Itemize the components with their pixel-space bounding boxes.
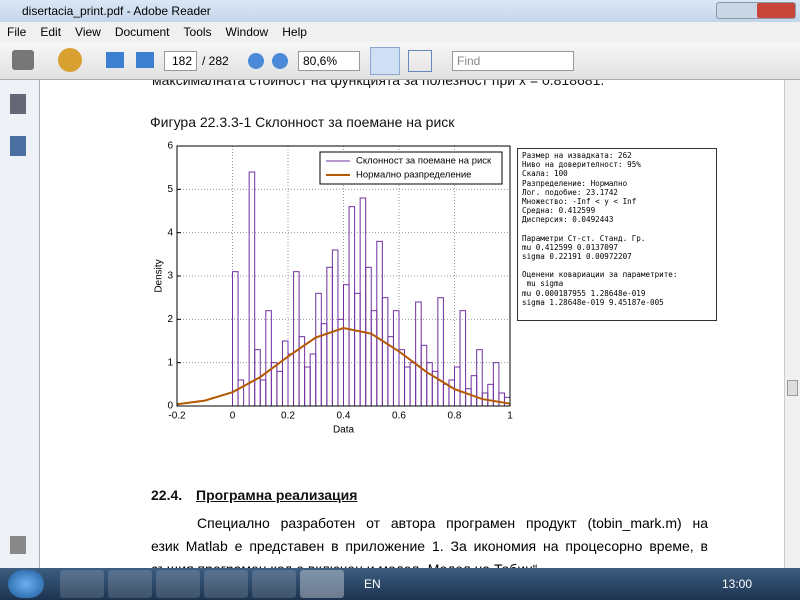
y-tick-label: 6 — [167, 141, 173, 152]
attach-button[interactable] — [10, 536, 26, 554]
legend-box — [319, 151, 503, 185]
stats-line: Средна: 0.412599 — [522, 206, 596, 216]
stats-line: mu 0.000187955 1.28648e-019 — [522, 288, 646, 298]
window-controls[interactable] — [716, 2, 796, 19]
x-tick-label: 0.8 — [448, 411, 462, 422]
taskbar-app[interactable] — [252, 570, 296, 598]
y-tick-label: 0 — [167, 401, 173, 412]
stats-line: sigma 1.28648e-019 9.45187e-005 — [522, 297, 664, 307]
menu-bar: File Edit View Document Tools Window Help — [0, 22, 800, 42]
prev-page-button[interactable] — [106, 52, 124, 68]
fit-width-button[interactable] — [370, 47, 400, 75]
x-tick-label: 0.6 — [392, 411, 406, 422]
x-tick-label: 0.2 — [281, 411, 295, 422]
stats-group: Размер на извадката: 262 Ниво на доверите… — [522, 151, 712, 225]
y-tick-label: 5 — [167, 184, 173, 195]
x-tick-label: 0 — [230, 411, 236, 422]
menu-item[interactable]: Document — [114, 25, 170, 39]
next-page-button[interactable] — [136, 52, 154, 68]
chart: -0.2 0 0.2 0.4 0.6 0.8 10123456DataDensityСкло… — [154, 141, 514, 436]
find-input[interactable]: Find — [452, 51, 574, 71]
y-tick-label: 4 — [167, 227, 173, 238]
close-button[interactable] — [757, 3, 795, 18]
zoom-in[interactable] — [272, 53, 288, 69]
legend-label: Склонност за поемане на риск — [356, 156, 492, 167]
taskbar-ie[interactable] — [60, 570, 104, 598]
section-number: 22.4. — [151, 487, 183, 503]
stats-line: mu 0.412599 0.0137097 — [522, 242, 619, 252]
y-tick-label: 3 — [167, 271, 173, 282]
scroll-thumb[interactable] — [787, 380, 798, 396]
document-page: максималната стойност на функцията за по… — [41, 80, 784, 568]
x-tick-label: 1 — [507, 411, 513, 422]
plot-frame — [176, 145, 511, 407]
paragraph: Специално разработен от автора програмен… — [151, 512, 708, 568]
zoom-input[interactable]: 80,6% — [298, 51, 360, 71]
fit-line — [176, 326, 511, 406]
legend-label: Нормално разпределение — [356, 170, 471, 181]
taskbar-app[interactable] — [156, 570, 200, 598]
menu-item[interactable]: Edit — [40, 25, 62, 39]
paragraph-line: език Matlab е представен в приложение 1.… — [151, 538, 708, 554]
page-input[interactable]: 182 — [164, 51, 197, 71]
taskbar-app[interactable] — [204, 570, 248, 598]
text-line: максималната стойност на функцията за по… — [152, 80, 605, 88]
stats-line: Размер на извадката: 262 — [522, 151, 632, 160]
language[interactable]: EN — [364, 577, 381, 591]
window-title: disertacia_print.pdf - Adobe Reader — [22, 4, 211, 18]
section-title: Програмна реализация — [196, 487, 358, 503]
figure-caption: Фигура 22.3.3-1 Склонност за поемане на … — [150, 114, 455, 130]
y-tick-label: 1 — [167, 357, 173, 368]
stats-group: Оценени ковариации за параметрите: mu si… — [522, 270, 712, 307]
toolbar: 182 / 282 80,6% Find — [0, 42, 800, 80]
zoom-out[interactable] — [248, 53, 264, 69]
stats-line: Параметри Ст-ст. Станд. Гр. — [522, 233, 646, 243]
start-button[interactable] — [8, 570, 44, 598]
navigation-panel — [0, 80, 40, 568]
stats-line: Лог. подобие: 23.1742 — [522, 187, 619, 197]
print-button[interactable] — [12, 50, 34, 70]
stats-line: Разпределение: Нормално — [522, 178, 628, 188]
collaborate-button[interactable] — [58, 48, 82, 72]
y-axis-label: Density — [154, 259, 165, 292]
taskbar-reader[interactable] — [300, 570, 344, 598]
title-bar: disertacia_print.pdf - Adobe Reader — [0, 0, 800, 22]
y-tick-label: 2 — [167, 314, 173, 325]
stats-line: Скала: 100 — [522, 169, 568, 179]
taskbar-explorer[interactable] — [108, 570, 152, 598]
menu-item[interactable]: Window — [225, 25, 269, 39]
menu-item[interactable]: File — [7, 25, 27, 39]
clock[interactable]: 13:00 — [722, 577, 753, 591]
stats-group: Параметри Ст-ст. Станд. Гр. mu 0.412599 0… — [522, 234, 712, 262]
x-tick-label: -0.2 — [168, 411, 186, 422]
stats-line: sigma 0.22191 0.00972207 — [522, 252, 632, 262]
paragraph-line: Специално разработен от автора програмен… — [197, 515, 708, 531]
stats-line: mu sigma — [522, 279, 564, 289]
menu-item[interactable]: View — [75, 25, 101, 39]
attachments-button[interactable] — [10, 136, 26, 156]
page-total: / 282 — [202, 54, 229, 68]
x-tick-label: 0.4 — [337, 411, 351, 422]
stats-line: Ниво на доверителност: 95% — [522, 160, 641, 170]
fit-page-button[interactable] — [408, 50, 432, 72]
pages-button[interactable] — [10, 94, 26, 114]
x-axis-label: Data — [333, 425, 355, 436]
menu-item[interactable]: Tools — [183, 25, 212, 39]
stats-line: Дисперсия: 0.0492443 — [522, 215, 614, 225]
stats-line: Множество: -Inf < y < Inf — [522, 197, 637, 207]
menu-item[interactable]: Help — [282, 25, 307, 39]
stats-line: Оценени ковариации за параметрите: — [522, 270, 678, 280]
scrollbar[interactable] — [784, 80, 800, 568]
paragraph-line: същия програмен код е включен и модел „М… — [151, 558, 708, 568]
stats-box: Размер на извадката: 262 Ниво на доверите… — [517, 148, 717, 321]
taskbar: EN 13:00 — [0, 568, 800, 600]
